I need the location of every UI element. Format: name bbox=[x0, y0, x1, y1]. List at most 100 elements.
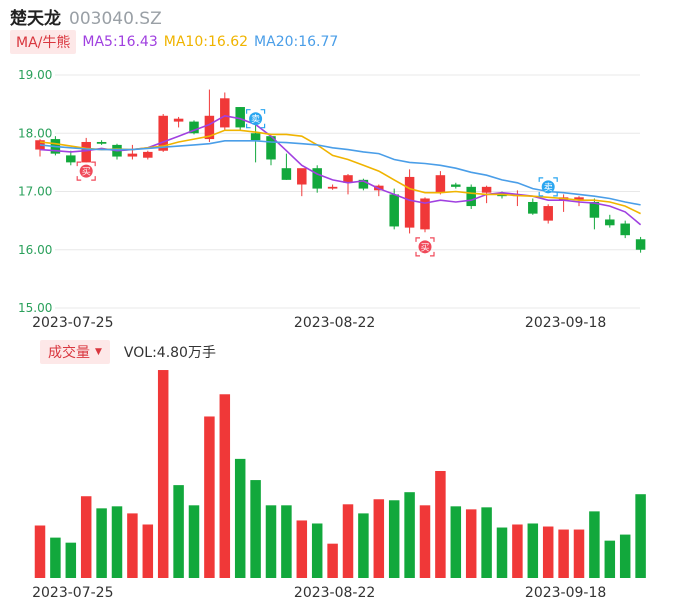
signal-bracket bbox=[91, 176, 96, 181]
volume-bar bbox=[358, 513, 369, 578]
signal-label: 卖 bbox=[251, 114, 260, 125]
ma20-legend: MA20:16.77 bbox=[254, 34, 338, 50]
stock-header: 楚天龙 003040.SZ bbox=[10, 4, 162, 29]
candle-body bbox=[158, 115, 168, 151]
candle-body bbox=[173, 118, 184, 122]
ma10-legend: MA10:16.62 bbox=[164, 34, 248, 50]
x-tick-label: 2023-09-18 bbox=[525, 315, 606, 331]
candle bbox=[96, 140, 107, 145]
candle-body bbox=[220, 98, 230, 128]
ma-indicator-tag[interactable]: MA/牛熊 bbox=[10, 30, 77, 54]
candle-body bbox=[635, 239, 646, 250]
sell-signal-icon[interactable]: 卖 bbox=[538, 177, 558, 197]
volume-bar bbox=[142, 524, 154, 578]
candle bbox=[574, 196, 584, 207]
volume-bar bbox=[558, 529, 569, 578]
signal-label: 买 bbox=[420, 242, 429, 253]
candle bbox=[558, 194, 569, 212]
volume-bar bbox=[450, 506, 462, 578]
x-tick-label: 2023-08-22 bbox=[294, 315, 375, 331]
volume-bar bbox=[80, 496, 92, 578]
candle-body bbox=[81, 141, 91, 163]
volume-bar bbox=[388, 500, 400, 578]
volume-bar bbox=[204, 416, 215, 578]
signal-label: 卖 bbox=[544, 182, 553, 193]
volume-bar bbox=[311, 523, 323, 578]
signal-bracket bbox=[246, 109, 251, 114]
volume-bar bbox=[250, 480, 261, 578]
volume-bar bbox=[435, 470, 446, 578]
candle-body bbox=[466, 186, 476, 207]
candle bbox=[543, 204, 553, 224]
candle bbox=[281, 153, 292, 180]
candle bbox=[635, 236, 646, 253]
volume-indicator-tag[interactable]: 成交量 ▼ bbox=[40, 340, 110, 364]
candle bbox=[404, 169, 415, 234]
candle-body bbox=[143, 151, 153, 158]
signal-bracket bbox=[260, 123, 266, 129]
volume-legend: 成交量 ▼ VOL:4.80万手 bbox=[40, 340, 216, 364]
volume-bar bbox=[157, 370, 169, 578]
candle-body bbox=[589, 201, 600, 218]
candle bbox=[343, 174, 353, 195]
volume-bar bbox=[573, 529, 585, 578]
signal-bracket bbox=[246, 123, 251, 129]
volume-bar bbox=[50, 537, 61, 578]
volume-bar bbox=[419, 505, 431, 578]
candle bbox=[435, 171, 446, 195]
candle bbox=[127, 144, 138, 160]
signal-bracket bbox=[76, 176, 82, 181]
candle-body bbox=[127, 153, 138, 157]
candle bbox=[512, 190, 523, 207]
caret-down-icon: ▼ bbox=[95, 347, 102, 357]
sell-signal-icon[interactable]: 卖 bbox=[246, 109, 266, 129]
candle bbox=[143, 150, 153, 160]
y-tick-label: 19.00 bbox=[18, 68, 52, 82]
candle-body bbox=[96, 141, 107, 144]
buy-signal-icon[interactable]: 买 bbox=[415, 237, 435, 257]
candle-body bbox=[343, 175, 353, 183]
signal-dot bbox=[79, 164, 93, 178]
candle-body bbox=[420, 198, 430, 230]
ma20-line bbox=[39, 140, 641, 206]
candle-body bbox=[451, 184, 461, 187]
volume-x-tick-label: 2023-07-25 bbox=[32, 585, 113, 601]
y-tick-label: 16.00 bbox=[18, 243, 52, 257]
x-tick-label: 2023-07-25 bbox=[32, 315, 113, 331]
candle-body bbox=[297, 168, 307, 185]
volume-bar bbox=[111, 506, 123, 578]
candle-body bbox=[66, 155, 76, 163]
volume-x-tick-label: 2023-09-18 bbox=[525, 585, 606, 601]
stock-name: 楚天龙 bbox=[10, 9, 61, 29]
ma5-value: 16.43 bbox=[117, 34, 158, 50]
volume-bar bbox=[281, 505, 292, 578]
volume-bar bbox=[265, 505, 277, 578]
volume-bar bbox=[465, 509, 477, 578]
volume-bar bbox=[234, 458, 246, 578]
candles bbox=[35, 89, 646, 253]
volume-bar bbox=[173, 485, 184, 578]
y-tick-label: 17.00 bbox=[18, 185, 52, 199]
candle-body bbox=[435, 175, 446, 193]
candle-body bbox=[250, 133, 261, 141]
volume-tag-label: 成交量 bbox=[48, 345, 90, 361]
volume-bar bbox=[127, 513, 138, 578]
candle bbox=[266, 136, 276, 166]
buy-signal-icon[interactable]: 买 bbox=[76, 161, 96, 181]
candle-body bbox=[389, 194, 399, 227]
candle-body bbox=[358, 179, 369, 189]
candle-body bbox=[204, 115, 215, 140]
stock-code: 003040.SZ bbox=[69, 9, 162, 29]
candle-body bbox=[327, 186, 338, 189]
candle-body bbox=[266, 136, 276, 160]
volume-bar bbox=[296, 520, 308, 578]
signal-dot bbox=[249, 112, 263, 126]
candle-body bbox=[481, 186, 492, 193]
y-tick-label: 15.00 bbox=[18, 301, 52, 315]
volume-bars bbox=[34, 370, 646, 578]
candle bbox=[451, 182, 461, 189]
candle-body bbox=[543, 206, 553, 221]
candle bbox=[327, 184, 338, 190]
candle bbox=[528, 198, 538, 215]
volume-bar bbox=[65, 542, 77, 578]
